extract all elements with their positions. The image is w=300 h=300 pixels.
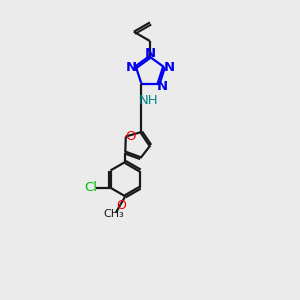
Text: N: N bbox=[144, 47, 156, 60]
Text: N: N bbox=[125, 61, 137, 74]
Text: O: O bbox=[125, 130, 136, 143]
Text: N: N bbox=[163, 61, 175, 74]
Text: Cl: Cl bbox=[84, 181, 97, 194]
Text: CH₃: CH₃ bbox=[103, 209, 124, 220]
Text: N: N bbox=[157, 80, 168, 93]
Text: NH: NH bbox=[138, 94, 158, 107]
Text: O: O bbox=[117, 199, 127, 212]
